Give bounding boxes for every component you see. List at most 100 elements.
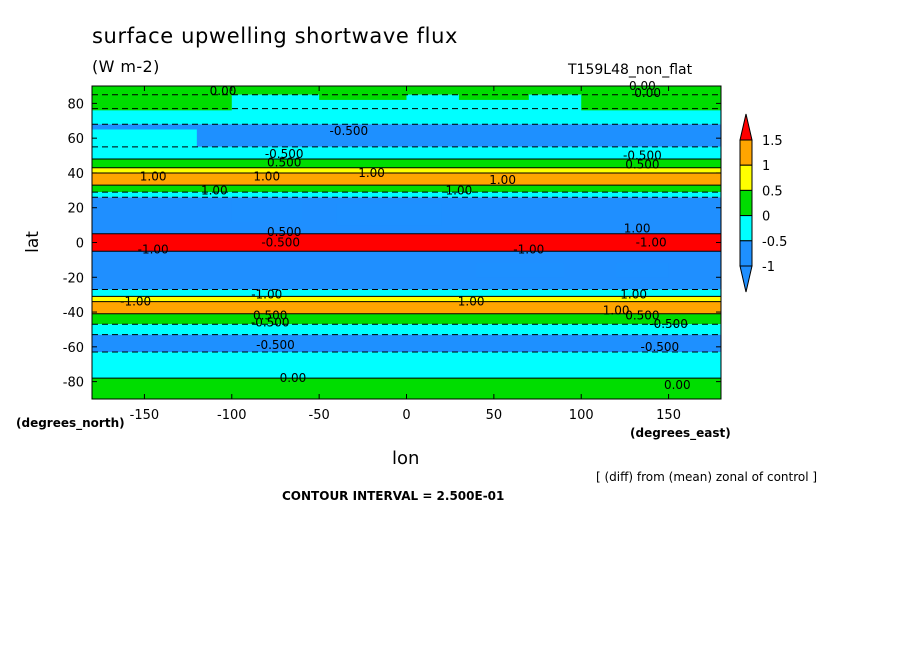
- contour-label-15: 0.500: [267, 225, 301, 239]
- contour-label-6: -0.500: [623, 149, 662, 163]
- field-band-11: [92, 233, 721, 252]
- field-patch-10: [581, 385, 721, 399]
- contour-label-19: -1.00: [636, 236, 667, 250]
- y-axis-unit: (degrees_north): [16, 416, 125, 430]
- colorbar-label-2: 0.5: [762, 184, 783, 199]
- field-band-13: [92, 289, 721, 297]
- field-band-16: [92, 313, 721, 325]
- field-band-1: [92, 94, 721, 109]
- contour-label-4: -0.500: [265, 147, 304, 161]
- x-tick-label-4: 50: [486, 408, 503, 423]
- contour-label-23: -1.00: [120, 295, 151, 309]
- contour-label-29: -0.500: [256, 338, 295, 352]
- chart-units: (W m-2): [92, 57, 160, 76]
- field-band-18: [92, 334, 721, 353]
- contour-label-0: 0.00: [210, 84, 237, 98]
- chart-title: surface upwelling shortwave flux: [92, 24, 459, 48]
- contour-label-30: -0.500: [641, 340, 680, 354]
- contour-label-26: -0.500: [251, 315, 290, 329]
- contour-label-32: 0.00: [664, 378, 691, 392]
- contour-label-27: 0.500: [625, 309, 659, 323]
- x-axis-label: lon: [392, 448, 420, 469]
- contour-label-25: 0.500: [253, 309, 287, 323]
- contour-label-14: 1.00: [624, 222, 651, 236]
- contour-label-1: 0.00: [634, 86, 661, 100]
- contour-label-5: 0.500: [267, 156, 301, 170]
- colorbar-swatch-1: [739, 164, 753, 191]
- field-band-3: [92, 124, 721, 147]
- colorbar-label-5: -1: [762, 260, 775, 275]
- field-patch-7: [476, 263, 564, 278]
- x-axis-unit: (degrees_east): [630, 426, 731, 440]
- field-patch-3: [581, 86, 721, 111]
- contour-label-17: -1.00: [138, 242, 169, 256]
- contour-label-13: 1.00: [446, 183, 473, 197]
- colorbar-swatch-2: [739, 189, 753, 217]
- field-band-8: [92, 185, 721, 193]
- field-band-19: [92, 352, 721, 379]
- contour-label-28: -0.500: [649, 317, 688, 331]
- colorbar-label-0: 1.5: [762, 134, 783, 149]
- y-tick-label-8: 80: [67, 97, 84, 112]
- x-tick-label-3: 0: [402, 408, 410, 423]
- field-patch-1: [319, 86, 407, 100]
- colorbar-label-4: -0.5: [762, 235, 787, 250]
- field-band-14: [92, 296, 721, 302]
- contour-label-20: -1.00: [251, 288, 282, 302]
- colorbar-swatch-4: [739, 240, 753, 267]
- x-tick-label-1: -100: [217, 408, 247, 423]
- y-tick-label-2: -40: [63, 306, 84, 321]
- contour-label-2: 0.00: [629, 79, 656, 93]
- field-patch-9: [92, 381, 232, 399]
- field-band-7: [92, 172, 721, 186]
- contour-label-24: 1.00: [620, 288, 647, 302]
- contour-label-7: 0.500: [625, 157, 659, 171]
- contour-label-10: 1.00: [358, 166, 385, 180]
- contour-label-9: 1.00: [253, 169, 280, 183]
- field-patch-0: [92, 86, 232, 111]
- field-band-9: [92, 192, 721, 198]
- field-patch-4: [92, 129, 197, 147]
- colorbar-bottom-arrow: [739, 265, 753, 293]
- y-tick-label-3: -20: [63, 271, 84, 286]
- field-patch-8: [616, 263, 669, 278]
- y-tick-label-7: 60: [67, 132, 84, 147]
- contour-label-22: 1.00: [603, 303, 630, 317]
- field-band-20: [92, 378, 721, 399]
- y-tick-label-0: -80: [63, 376, 84, 391]
- contour-label-12: 1.00: [201, 183, 228, 197]
- diff-note: [ (diff) from (mean) zonal of control ]: [596, 470, 818, 484]
- contour-label-11: 1.00: [489, 173, 516, 187]
- contour-label-18: -1.00: [513, 242, 544, 256]
- field-band-4: [92, 146, 721, 160]
- field-patch-2: [458, 86, 529, 100]
- colorbar-label-1: 1: [762, 159, 770, 174]
- y-tick-label-4: 0: [76, 237, 84, 252]
- field-band-17: [92, 324, 721, 335]
- x-tick-label-5: 100: [569, 408, 594, 423]
- colorbar-label-3: 0: [762, 210, 770, 225]
- x-tick-label-2: -50: [309, 408, 330, 423]
- y-tick-label-6: 40: [67, 167, 84, 182]
- colorbar-swatch-0: [739, 139, 753, 166]
- y-tick-label-1: -60: [63, 341, 84, 356]
- contour-label-16: -0.500: [261, 236, 300, 250]
- contour-label-31: 0.00: [280, 371, 307, 385]
- field-patch-6: [336, 204, 442, 226]
- contour-label-8: 1.00: [140, 169, 167, 183]
- x-tick-label-6: 150: [656, 408, 681, 423]
- colorbar-top-arrow: [739, 113, 753, 141]
- field-patch-5: [231, 199, 302, 222]
- field-band-6: [92, 167, 721, 173]
- field-band-5: [92, 159, 721, 168]
- y-tick-label-5: 20: [67, 202, 84, 217]
- field-band-2: [92, 108, 721, 125]
- contour-label-21: 1.00: [458, 295, 485, 309]
- colorbar-swatch-3: [739, 215, 753, 242]
- run-label: T159L48_non_flat: [568, 62, 693, 78]
- contour-label-3: -0.500: [329, 124, 368, 138]
- field-band-15: [92, 301, 721, 314]
- x-tick-label-0: -150: [130, 408, 160, 423]
- contour-interval: CONTOUR INTERVAL = 2.500E-01: [282, 489, 505, 503]
